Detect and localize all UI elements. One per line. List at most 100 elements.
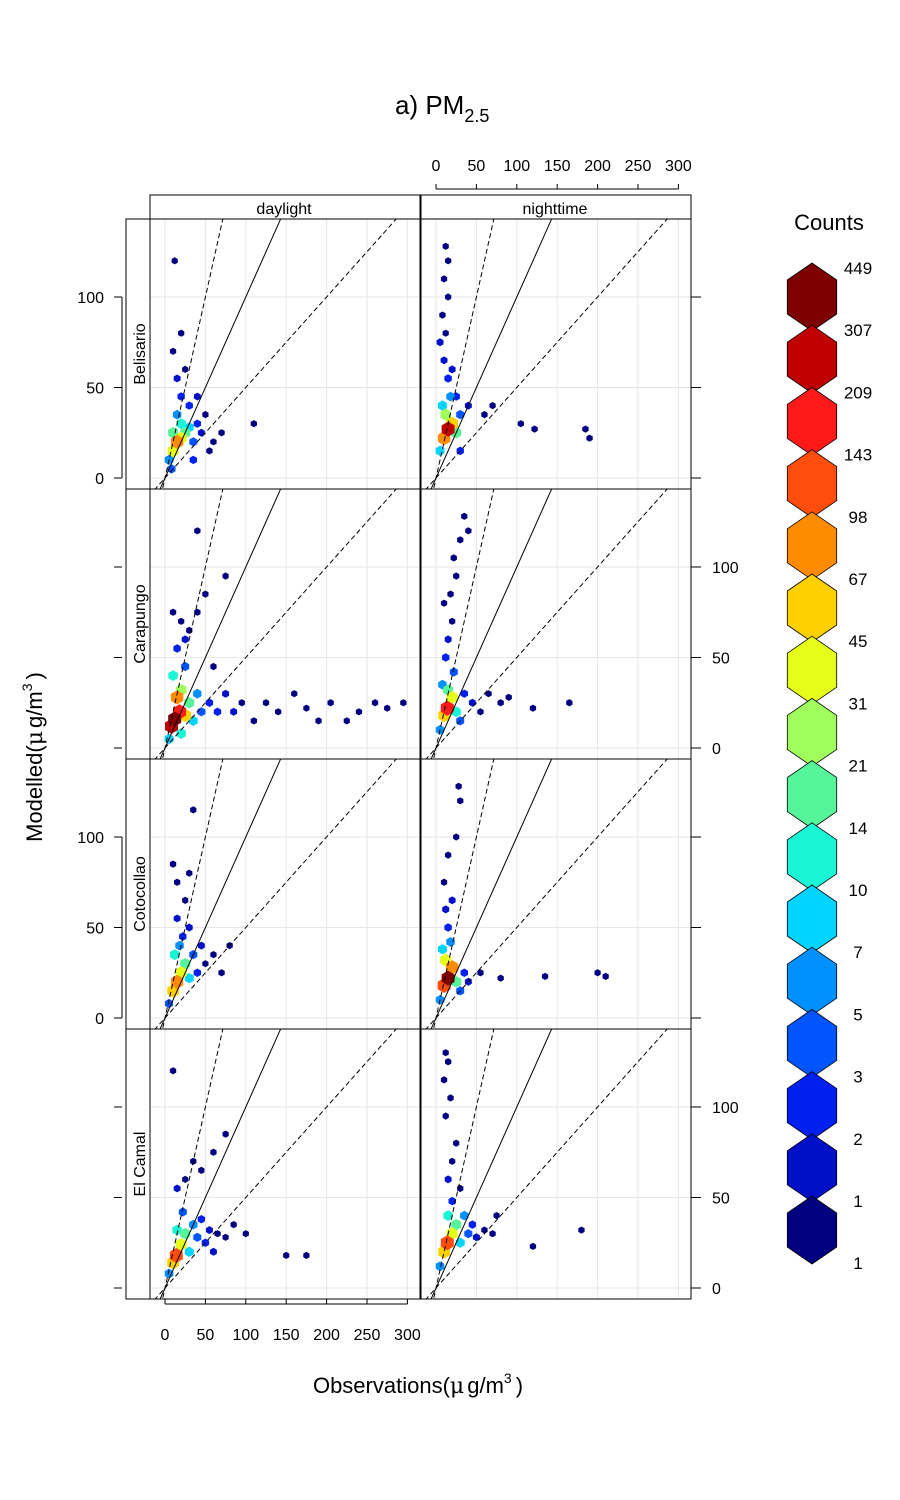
x-tick-label: 200 [313, 1327, 340, 1344]
strip-box [149, 194, 421, 220]
y-tick-label: 0 [712, 741, 721, 758]
y-axis-title-mu: μ [23, 731, 48, 745]
y-tick-label: 50 [712, 651, 730, 668]
hexbin-cell [444, 374, 452, 383]
hexbin-cell [213, 707, 222, 716]
hexbin-cell [445, 1058, 452, 1066]
hexbin-cell [170, 949, 180, 961]
x-tick-label: 200 [584, 158, 611, 175]
hexbin-cell [477, 969, 484, 977]
hexbin-cell [176, 418, 186, 430]
hexbin-cell [186, 869, 193, 877]
panel-carapungo-nighttime [420, 488, 692, 760]
ref-line-2-1 [433, 759, 495, 1029]
hexbin-cell [168, 670, 178, 681]
hexbin-cell [442, 1049, 449, 1057]
hexbin-cell [449, 667, 458, 677]
ref-line-1-2 [154, 489, 397, 759]
hexbin-cell [184, 973, 194, 984]
hexbin-cell [439, 311, 446, 319]
hexbin-cell [477, 708, 484, 716]
hexbin-cell [449, 1157, 456, 1165]
panel-plot-area [425, 489, 668, 759]
x-tick-label: 50 [197, 1327, 215, 1344]
hexbin-cell [202, 960, 209, 968]
hexbin-cell [457, 536, 464, 544]
hexbin-cell [444, 635, 452, 644]
hexbin-cell [172, 409, 182, 420]
hexbin-cell [164, 1268, 174, 1279]
ref-line-2-1 [433, 489, 495, 759]
panel-plot-area [154, 489, 407, 759]
row-label-el-camal: El Camal [132, 1132, 149, 1197]
hexbin-cell [197, 1215, 205, 1224]
hexbin-cell [485, 690, 492, 698]
panel-cotocollao-daylight [149, 758, 421, 1030]
hexbin-cell [178, 1207, 187, 1217]
hexbin-cell [400, 699, 407, 707]
hexbin-cell [193, 968, 201, 977]
hexbin-cell [446, 960, 459, 975]
row-strip-box [125, 758, 151, 1030]
legend-label: 31 [849, 694, 868, 713]
hexbin-cell [198, 1166, 205, 1174]
legend-label: 45 [849, 632, 868, 651]
legend-label: 2 [853, 1130, 862, 1149]
hexbin-cell [230, 1221, 237, 1229]
hexbin-cell [173, 914, 181, 923]
hexbin-cell [218, 969, 225, 977]
panel-border [149, 758, 421, 1030]
row-label-cotocollao: Cotocollao [132, 856, 149, 932]
hexbin-cell [189, 455, 197, 465]
x-tick-label: 150 [544, 158, 571, 175]
hexbin-cell [169, 347, 177, 355]
panel-belisario-daylight [149, 218, 421, 490]
hexbin-cell [446, 391, 455, 402]
legend-label: 1 [853, 1254, 862, 1273]
hexbin-cell [343, 717, 350, 725]
panel-plot-area [425, 759, 668, 1029]
hexbin-cell [436, 338, 444, 347]
hexbin-cell [210, 951, 217, 959]
hexbin-cell [170, 690, 184, 705]
y-axis-title: Modelled(μg/m3) [19, 672, 48, 842]
hexbin-cell [238, 699, 245, 707]
legend-swatch [786, 760, 838, 830]
ref-line-1-2 [425, 759, 668, 1029]
hexbin-cell [202, 411, 209, 419]
hexbin-cell [440, 599, 448, 607]
y-axis-title-exp: 3 [19, 683, 35, 691]
x-tick-label: 250 [625, 158, 652, 175]
hexbin-cell [222, 572, 229, 580]
hexbin-cell [218, 429, 225, 437]
hexbin-cell [455, 1237, 465, 1248]
panel-plot-area [425, 219, 668, 489]
strip-box [420, 194, 692, 220]
hexbin-cell [222, 689, 230, 698]
hexbin-cell [447, 1094, 454, 1102]
strip-nighttime: nighttime [523, 201, 588, 218]
hexbin-cell [453, 572, 460, 580]
legend-label: 14 [849, 819, 868, 838]
hexbin-cell [440, 408, 451, 421]
legend-swatch [786, 573, 838, 643]
hexbin-cell [461, 512, 468, 520]
ref-line-1-1 [159, 489, 282, 759]
ref-line-2-1 [162, 219, 224, 489]
ref-line-2-1 [162, 759, 224, 1029]
hexbin-cell [168, 711, 182, 727]
hexbin-cell [529, 704, 537, 712]
legend-swatch [786, 697, 838, 767]
hexbin-cell [169, 1247, 183, 1263]
hexbin-cell [455, 782, 462, 790]
ref-line-2-1 [433, 1029, 495, 1299]
hexbin-cell [171, 257, 178, 265]
hexbin-cell [446, 937, 455, 947]
legend-label: 143 [844, 446, 872, 465]
hexbin-cell [440, 1235, 454, 1251]
panel-border [420, 1028, 692, 1300]
hexbin-cell [529, 1242, 537, 1250]
hexbin-cell [444, 1175, 452, 1184]
hexbin-cell [497, 699, 504, 707]
y-tick-label: 0 [95, 471, 104, 488]
